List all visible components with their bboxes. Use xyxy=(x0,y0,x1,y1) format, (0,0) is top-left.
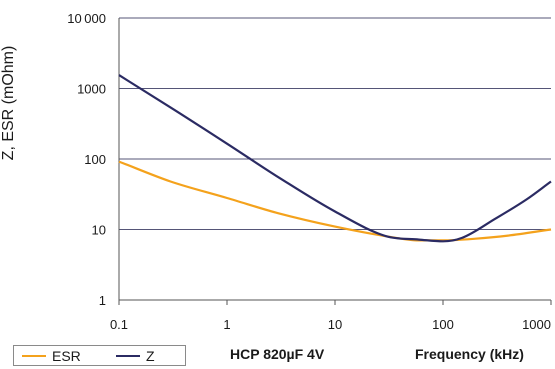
x-axis-label: Frequency (kHz) xyxy=(415,346,524,362)
legend-swatch-esr xyxy=(22,354,46,357)
legend-label-z: Z xyxy=(146,347,155,364)
chart: Z, ESR (mOhm) 0.1 1 10 100 1000 1 10 100 1000 10… xyxy=(0,11,552,332)
legend-item-z: Z xyxy=(116,346,155,365)
x-tick-label: 0.1 xyxy=(110,317,128,332)
legend-swatch-z xyxy=(116,354,140,357)
legend-item-esr: ESR xyxy=(22,346,81,365)
axes xyxy=(118,18,552,305)
y-tick-label: 1000 xyxy=(77,82,106,97)
y-tick-label: 100 xyxy=(84,152,106,167)
x-tick-labels: 0.1 1 10 100 1000 xyxy=(110,317,551,332)
grid xyxy=(119,17,551,301)
y-tick-label: 1 xyxy=(99,293,106,308)
series-lines xyxy=(118,74,552,243)
series-line-z xyxy=(118,74,552,243)
legend: ESR Z xyxy=(13,345,186,366)
y-tick-labels: 1 10 100 1000 10 000 xyxy=(67,11,106,308)
x-tick-label: 1000 xyxy=(522,317,551,332)
y-tick-label: 10 xyxy=(92,223,106,238)
y-tick-label: 10 000 xyxy=(67,11,106,26)
product-caption: HCP 820µF 4V xyxy=(230,346,325,362)
series-line-esr xyxy=(118,160,552,242)
legend-label-esr: ESR xyxy=(52,347,81,364)
x-tick-label: 1 xyxy=(223,317,230,332)
x-tick-label: 10 xyxy=(328,317,342,332)
y-axis-label: Z, ESR (mOhm) xyxy=(0,46,17,161)
x-tick-label: 100 xyxy=(432,317,454,332)
